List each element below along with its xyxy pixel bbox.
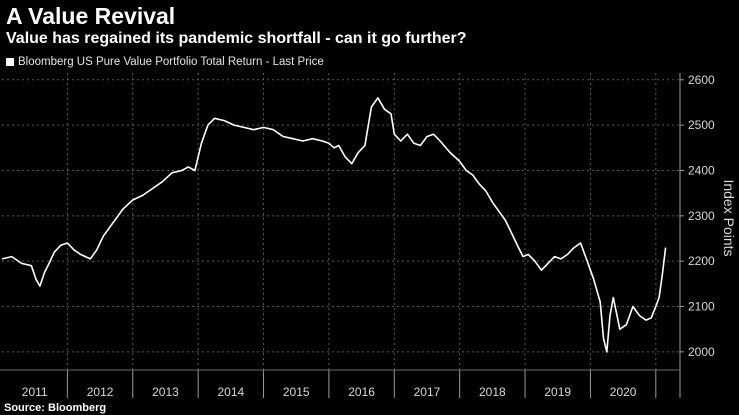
y-tick-label: 2600 [688, 73, 715, 87]
x-tick-label: 2017 [414, 385, 441, 399]
legend-label: Bloomberg US Pure Value Portfolio Total … [18, 56, 324, 68]
x-tick-label: 2013 [152, 385, 179, 399]
y-tick-label: 2400 [688, 163, 715, 177]
series-layer [1, 97, 667, 353]
axes [0, 73, 684, 398]
chart-subtitle: Value has regained its pandemic shortfal… [6, 30, 467, 47]
legend-swatch [6, 58, 14, 66]
x-tick-label: 2012 [87, 385, 114, 399]
y-tick-label: 2200 [688, 254, 715, 268]
y-tick-label: 2100 [688, 300, 715, 314]
y-axis-label: Index Points [721, 179, 737, 256]
y-tick-labels: 2000 2100 2200 2300 2400 2500 2600 [688, 73, 715, 359]
series-line [1, 97, 667, 353]
y-tick-label: 2000 [688, 345, 715, 359]
x-tick-label: 2018 [479, 385, 506, 399]
source-note: Source: Bloomberg [4, 402, 107, 414]
chart-legend: Bloomberg US Pure Value Portfolio Total … [6, 55, 324, 69]
x-tick-label: 2016 [348, 385, 375, 399]
x-tick-label: 2011 [22, 385, 48, 399]
x-tick-label: 2020 [610, 385, 637, 399]
x-tick-label: 2019 [544, 385, 571, 399]
grid-lines [2, 73, 680, 370]
y-tick-label: 2300 [688, 209, 715, 223]
x-tick-label: 2014 [217, 385, 244, 399]
y-tick-label: 2500 [688, 118, 715, 132]
x-tick-label: 2015 [283, 385, 310, 399]
x-tick-labels: 2011 2012 2013 2014 2015 2016 2017 2018 2019 2020 [22, 385, 637, 399]
chart-title: A Value Revival [6, 3, 176, 29]
